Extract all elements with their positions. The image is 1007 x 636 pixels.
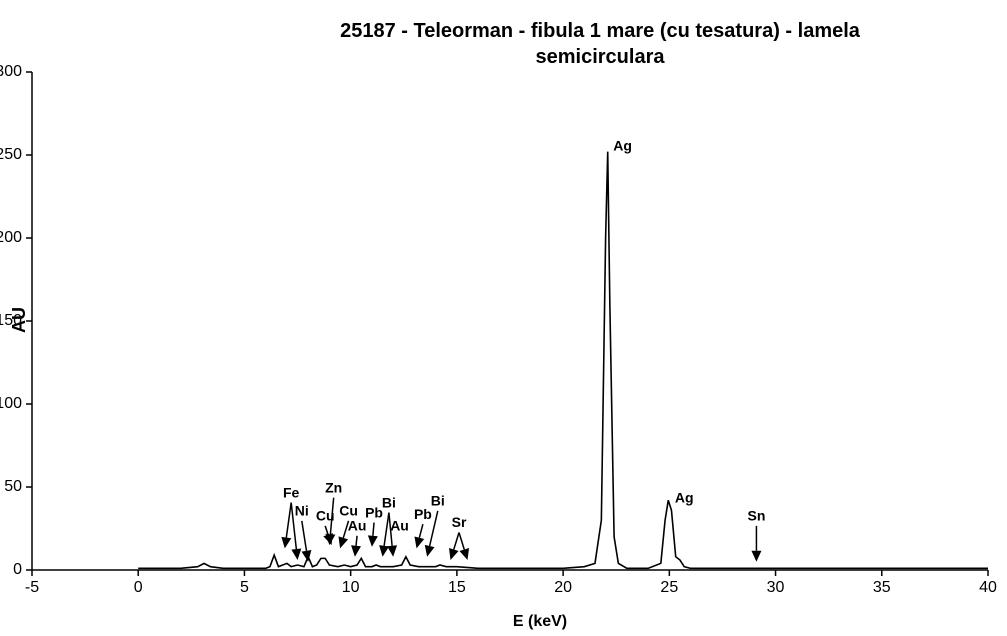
y-tick-label: 100 <box>0 395 22 412</box>
peak-arrow <box>367 522 378 547</box>
arrow-head <box>338 536 349 549</box>
peak-label: Ag <box>613 137 632 153</box>
arrow-head <box>281 536 292 549</box>
y-tick-label: 150 <box>0 312 22 329</box>
arrow-shaft <box>285 502 292 538</box>
peak-label: Au <box>348 518 367 534</box>
peak-arrow <box>290 502 302 561</box>
peak-label: Sr <box>452 514 467 530</box>
x-tick-label: 15 <box>448 579 466 596</box>
peak-arrow <box>301 520 312 562</box>
peak-label: Pb <box>365 504 383 520</box>
peak-label: Au <box>390 518 409 534</box>
arrow-head <box>379 545 390 557</box>
peak-arrow <box>338 520 350 549</box>
arrow-shaft <box>301 520 308 551</box>
arrow-shaft <box>458 532 465 550</box>
arrow-shaft <box>383 512 390 546</box>
x-tick-label: 35 <box>873 579 891 596</box>
peak-label: Fe <box>283 484 300 500</box>
arrow-shaft <box>388 512 393 546</box>
peak-arrow <box>281 502 292 549</box>
y-tick-label: 200 <box>0 229 22 246</box>
chart-title: 25187 - Teleorman - fibula 1 mare (cu te… <box>340 20 861 68</box>
arrow-head <box>424 544 435 557</box>
peak-arrow <box>351 535 362 557</box>
arrow-shaft <box>428 510 439 547</box>
arrow-head <box>291 548 302 561</box>
arrow-head <box>351 545 362 557</box>
peak-label: Bi <box>431 493 445 509</box>
arrow-head <box>301 550 312 562</box>
y-tick-label: 300 <box>0 63 22 80</box>
peak-arrow <box>448 532 460 561</box>
arrow-head <box>367 535 378 547</box>
y-tick-label: 50 <box>4 478 22 495</box>
x-tick-label: 5 <box>240 579 249 596</box>
x-tick-label: 20 <box>554 579 572 596</box>
arrow-shaft <box>329 497 335 535</box>
peak-arrow <box>379 512 390 557</box>
x-tick-label: -5 <box>25 579 39 596</box>
peak-arrow <box>414 524 425 549</box>
x-tick-label: 30 <box>767 579 785 596</box>
peak-label: Zn <box>325 479 342 495</box>
arrow-head <box>459 548 470 561</box>
arrow-head <box>751 550 762 562</box>
peak-arrow <box>751 525 762 562</box>
peak-arrow <box>387 512 398 557</box>
peak-label: Cu <box>339 503 358 519</box>
arrow-shaft <box>418 524 424 538</box>
peak-arrow <box>458 532 470 561</box>
peak-label: Ni <box>295 503 309 519</box>
arrow-head <box>387 545 398 557</box>
arrow-head <box>325 533 336 546</box>
peak-label: Ag <box>675 489 694 505</box>
arrow-shaft <box>324 525 329 535</box>
y-tick-label: 0 <box>13 561 22 578</box>
arrow-shaft <box>372 522 375 536</box>
y-tick-label: 250 <box>0 146 22 163</box>
arrow-head <box>414 536 425 549</box>
arrow-shaft <box>453 532 460 550</box>
x-tick-label: 40 <box>979 579 997 596</box>
peak-arrow <box>424 510 439 557</box>
x-tick-label: 0 <box>134 579 143 596</box>
x-tick-label: 25 <box>660 579 678 596</box>
arrow-shaft <box>355 535 358 546</box>
arrow-head <box>448 548 459 561</box>
peak-label: Sn <box>747 508 765 524</box>
arrow-shaft <box>290 502 298 550</box>
peak-label: Bi <box>382 494 396 510</box>
peak-label: Cu <box>316 508 335 524</box>
peak-label: Pb <box>414 506 432 522</box>
y-axis-label: AU <box>9 307 29 333</box>
spectrum-line <box>138 151 988 570</box>
x-axis-label: E (keV) <box>513 613 567 630</box>
x-tick-label: 10 <box>342 579 360 596</box>
arrow-shaft <box>342 520 350 539</box>
peak-arrow <box>325 497 336 546</box>
